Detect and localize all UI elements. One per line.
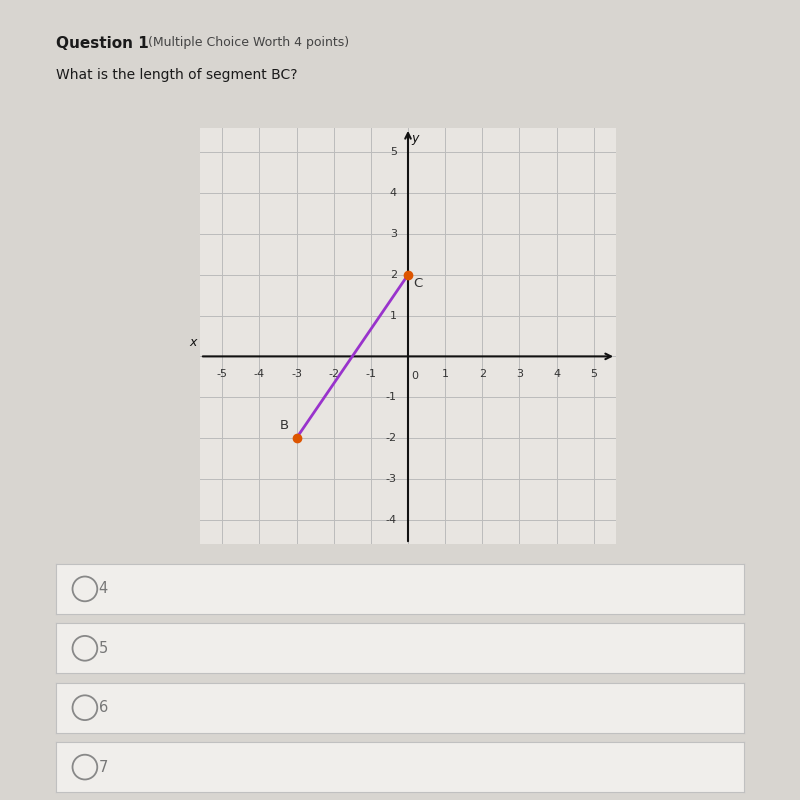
Text: 5: 5 <box>98 641 108 656</box>
Text: -4: -4 <box>254 369 265 378</box>
Text: -3: -3 <box>386 474 397 484</box>
Text: x: x <box>189 336 196 349</box>
Text: 2: 2 <box>478 369 486 378</box>
Text: y: y <box>412 132 419 145</box>
Text: 1: 1 <box>442 369 449 378</box>
Text: 2: 2 <box>390 270 397 280</box>
Text: -2: -2 <box>386 433 397 443</box>
Text: 4: 4 <box>390 188 397 198</box>
Text: -2: -2 <box>328 369 339 378</box>
Text: 6: 6 <box>98 700 108 715</box>
Text: -3: -3 <box>291 369 302 378</box>
Text: Question 1: Question 1 <box>56 36 149 51</box>
Text: 4: 4 <box>553 369 560 378</box>
Text: 0: 0 <box>411 370 418 381</box>
Text: 5: 5 <box>590 369 598 378</box>
Text: 1: 1 <box>390 310 397 321</box>
Text: 7: 7 <box>98 760 108 774</box>
Text: What is the length of segment BC?: What is the length of segment BC? <box>56 68 298 82</box>
Text: 3: 3 <box>516 369 523 378</box>
Text: 3: 3 <box>390 229 397 239</box>
Text: -1: -1 <box>366 369 376 378</box>
Text: C: C <box>414 277 423 290</box>
Text: 5: 5 <box>390 147 397 158</box>
Text: -5: -5 <box>217 369 228 378</box>
Text: (Multiple Choice Worth 4 points): (Multiple Choice Worth 4 points) <box>148 36 349 49</box>
Text: -1: -1 <box>386 392 397 402</box>
Text: B: B <box>280 419 289 432</box>
Text: -4: -4 <box>386 514 397 525</box>
Text: 4: 4 <box>98 582 108 597</box>
